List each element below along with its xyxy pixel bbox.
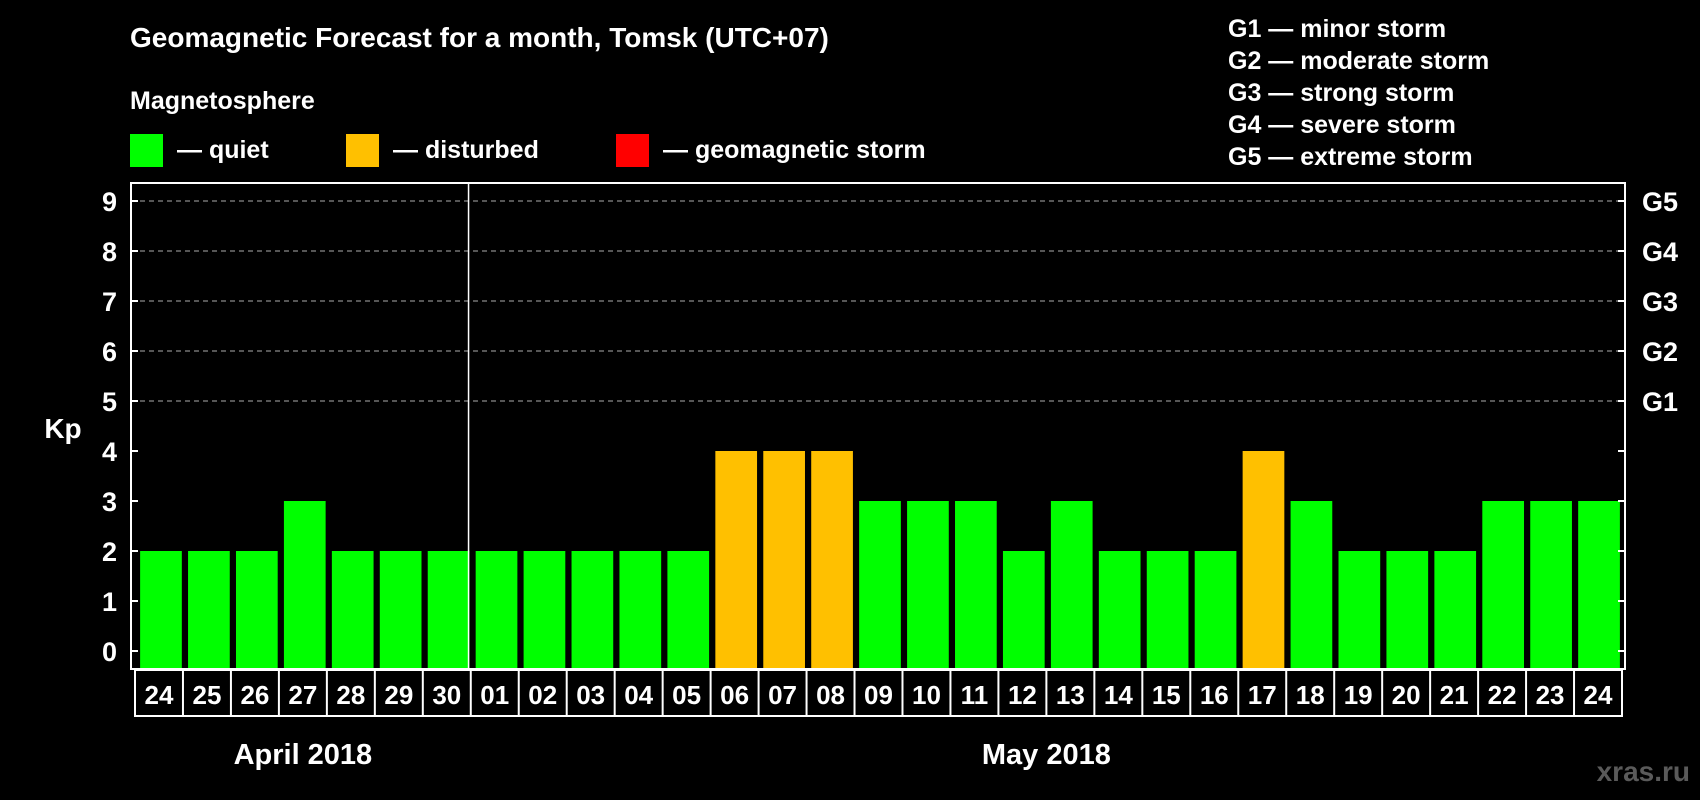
date-label: 18 [1296,680,1325,710]
bar-1 [188,551,230,668]
date-label: 28 [336,680,365,710]
bar-16 [907,501,949,668]
month-label: May 2018 [982,739,1111,771]
legend-heading: Magnetosphere [130,87,315,115]
bar-24 [1290,501,1333,668]
date-label: 14 [1104,680,1133,710]
date-label: 02 [528,680,557,710]
date-label: 09 [864,680,893,710]
date-label: 08 [816,680,845,710]
y-tick-label: 5 [102,387,117,417]
y-tick-label: 1 [102,587,117,617]
bar-4 [331,551,374,668]
date-label: 15 [1152,680,1181,710]
bar-14 [811,451,853,668]
bar-5 [379,551,422,668]
date-label: 25 [192,680,221,710]
date-label: 06 [720,680,749,710]
bar-26 [1386,551,1429,668]
date-label: 27 [288,680,317,710]
bar-21 [1146,551,1189,668]
g-level-label: G1 [1642,387,1678,417]
bar-17 [955,501,997,668]
legend-label-quiet: — quiet [177,136,269,164]
y-tick-label: 7 [102,287,117,317]
bar-7 [475,551,518,668]
date-label: 16 [1200,680,1229,710]
y-tick-label: 6 [102,337,117,367]
g-level-label: G2 [1642,337,1678,367]
storm-scale-item: G4 — severe storm [1228,111,1456,139]
bar-22 [1194,551,1237,668]
date-label: 24 [1584,680,1613,710]
storm-scale-item: G2 — moderate storm [1228,47,1489,75]
date-label: 12 [1008,680,1037,710]
bar-25 [1338,551,1381,668]
date-label: 21 [1440,680,1469,710]
chart-title: Geomagnetic Forecast for a month, Tomsk … [130,22,829,53]
date-label: 04 [624,680,653,710]
bar-15 [859,501,901,668]
bar-8 [523,551,566,668]
storm-scale-item: G3 — strong storm [1228,79,1454,107]
y-tick-label: 4 [102,437,117,467]
bar-20 [1098,551,1141,668]
bar-12 [715,451,758,668]
storm-scale-item: G5 — extreme storm [1228,143,1473,171]
storm-scale-list: G1 — minor storm G2 — moderate storm G3 — … [1228,15,1489,171]
bar-27 [1434,551,1477,668]
date-row [134,669,1623,717]
legend-swatch-storm [616,134,649,167]
month-label: April 2018 [234,739,373,771]
g-level-label: G3 [1642,287,1678,317]
date-label: 05 [672,680,701,710]
date-label: 03 [576,680,605,710]
bar-19 [1050,501,1093,668]
date-label: 11 [961,680,989,710]
date-label: 23 [1536,680,1565,710]
storm-scale-item: G1 — minor storm [1228,15,1446,43]
legend-label-disturbed: — disturbed [393,136,539,164]
date-label: 24 [145,680,174,710]
date-label: 26 [240,680,269,710]
bar-11 [667,551,710,668]
y-axis-label: Kp [44,413,81,444]
date-label: 13 [1056,680,1085,710]
bar-0 [140,551,182,668]
date-label: 19 [1344,680,1373,710]
y-tick-label: 2 [102,537,117,567]
date-label: 07 [768,680,797,710]
y-tick-label: 9 [102,187,117,217]
date-label: 30 [432,680,461,710]
bar-6 [427,551,470,668]
g-level-label: G5 [1642,187,1678,217]
y-tick-label: 8 [102,237,117,267]
date-label: 01 [480,680,509,710]
bar-13 [763,451,805,668]
y-tick-label: 3 [102,487,117,517]
legend-label-storm: — geomagnetic storm [663,136,926,164]
legend-swatch-quiet [130,134,163,167]
legend-swatch-disturbed [346,134,379,167]
bar-2 [235,551,278,668]
date-label: 10 [912,680,941,710]
g-level-label: G4 [1642,237,1678,267]
bar-3 [283,501,326,668]
bar-10 [619,551,662,668]
legend: — quiet — disturbed — geomagnetic storm [130,134,926,167]
date-label: 20 [1392,680,1421,710]
date-label: 17 [1248,680,1277,710]
bar-28 [1482,501,1525,668]
date-label: 22 [1488,680,1517,710]
date-label: 29 [384,680,413,710]
bar-23 [1242,451,1285,668]
watermark: xras.ru [1597,756,1690,787]
y-tick-label: 0 [102,637,117,667]
bar-18 [1002,551,1045,668]
bar-29 [1530,501,1572,668]
bar-30 [1578,501,1620,668]
bar-9 [571,551,614,668]
